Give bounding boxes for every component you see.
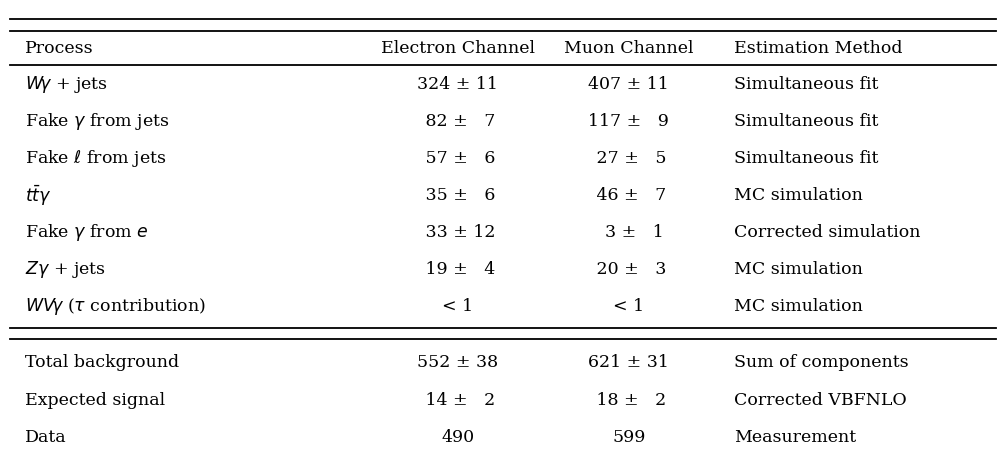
Text: Simultaneous fit: Simultaneous fit — [734, 75, 879, 92]
Text: 33 ± 12: 33 ± 12 — [420, 223, 496, 240]
Text: Total background: Total background — [25, 354, 179, 371]
Text: 57 ±  6: 57 ± 6 — [421, 149, 495, 166]
Text: Corrected VBFNLO: Corrected VBFNLO — [734, 391, 907, 408]
Text: $t\bar{t}\gamma$: $t\bar{t}\gamma$ — [25, 183, 51, 207]
Text: < 1: < 1 — [443, 297, 473, 314]
Text: MC simulation: MC simulation — [734, 297, 863, 314]
Text: 18 ±  2: 18 ± 2 — [592, 391, 666, 408]
Text: 20 ±  3: 20 ± 3 — [592, 260, 666, 277]
Text: 46 ±  7: 46 ± 7 — [592, 186, 666, 203]
Text: Fake $\gamma$ from $e$: Fake $\gamma$ from $e$ — [25, 221, 149, 242]
Text: 599: 599 — [612, 428, 646, 445]
Text: 19 ±  4: 19 ± 4 — [421, 260, 495, 277]
Text: Estimation Method: Estimation Method — [734, 40, 902, 57]
Text: 3 ±  1: 3 ± 1 — [594, 223, 664, 240]
Text: 82 ±  7: 82 ± 7 — [421, 112, 495, 129]
Text: Simultaneous fit: Simultaneous fit — [734, 149, 879, 166]
Text: Electron Channel: Electron Channel — [380, 40, 535, 57]
Text: 117 ±  9: 117 ± 9 — [589, 112, 669, 129]
Text: Sum of components: Sum of components — [734, 354, 909, 371]
Text: Corrected simulation: Corrected simulation — [734, 223, 920, 240]
Text: Muon Channel: Muon Channel — [564, 40, 693, 57]
Text: 490: 490 — [442, 428, 474, 445]
Text: $W\!\gamma$ + jets: $W\!\gamma$ + jets — [25, 74, 109, 94]
Text: Process: Process — [25, 40, 94, 57]
Text: 27 ±  5: 27 ± 5 — [591, 149, 667, 166]
Text: 35 ±  6: 35 ± 6 — [421, 186, 495, 203]
Text: Data: Data — [25, 428, 66, 445]
Text: Fake $\ell$ from jets: Fake $\ell$ from jets — [25, 147, 167, 168]
Text: Fake $\gamma$ from jets: Fake $\gamma$ from jets — [25, 110, 170, 131]
Text: 324 ± 11: 324 ± 11 — [417, 75, 498, 92]
Text: < 1: < 1 — [614, 297, 644, 314]
Text: $Z\gamma$ + jets: $Z\gamma$ + jets — [25, 258, 106, 279]
Text: Expected signal: Expected signal — [25, 391, 165, 408]
Text: MC simulation: MC simulation — [734, 186, 863, 203]
Text: 14 ±  2: 14 ± 2 — [421, 391, 495, 408]
Text: 621 ± 31: 621 ± 31 — [589, 354, 669, 371]
Text: 407 ± 11: 407 ± 11 — [589, 75, 669, 92]
Text: MC simulation: MC simulation — [734, 260, 863, 277]
Text: Measurement: Measurement — [734, 428, 856, 445]
Text: Simultaneous fit: Simultaneous fit — [734, 112, 879, 129]
Text: 552 ± 38: 552 ± 38 — [417, 354, 498, 371]
Text: $WV\!\gamma$ ($\tau$ contribution): $WV\!\gamma$ ($\tau$ contribution) — [25, 295, 206, 316]
